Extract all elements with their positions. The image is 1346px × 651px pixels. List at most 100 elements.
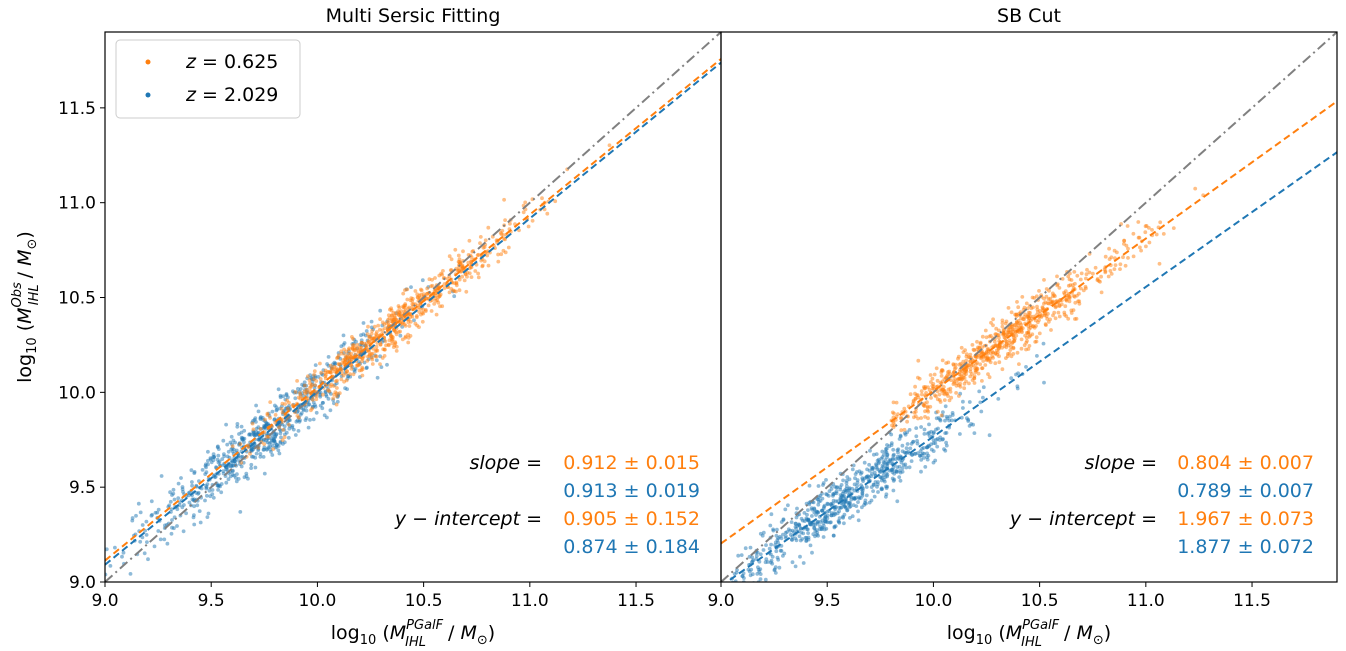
point <box>1087 270 1092 275</box>
point <box>263 424 267 429</box>
point <box>1035 354 1039 358</box>
point <box>806 508 810 512</box>
point <box>946 360 951 365</box>
point <box>871 489 875 493</box>
point <box>232 447 236 452</box>
point <box>916 416 920 421</box>
point <box>920 392 924 397</box>
point <box>171 487 176 492</box>
point <box>530 218 535 223</box>
point <box>937 392 942 397</box>
point <box>774 549 779 554</box>
point <box>128 572 133 576</box>
point <box>264 420 269 425</box>
point <box>361 332 366 337</box>
point <box>1044 314 1049 319</box>
right-x-tick-label: 11.5 <box>1233 591 1271 611</box>
point <box>1025 339 1029 343</box>
point <box>931 449 936 453</box>
point <box>891 453 896 458</box>
point <box>952 379 957 383</box>
point <box>394 330 398 334</box>
point <box>816 484 821 488</box>
point <box>225 442 230 447</box>
point <box>440 272 445 277</box>
point <box>469 275 474 279</box>
point <box>856 518 861 523</box>
legend: z = 0.625 z = 2.029 <box>115 39 301 119</box>
point <box>841 515 845 520</box>
point <box>478 241 482 246</box>
point <box>408 311 413 316</box>
point <box>136 501 141 506</box>
point <box>822 504 826 509</box>
point <box>1053 294 1057 298</box>
right-x-tick-label: 10.0 <box>914 591 952 611</box>
point <box>108 564 113 568</box>
point <box>981 395 985 400</box>
point <box>388 307 392 312</box>
point <box>984 350 989 354</box>
point <box>835 485 840 489</box>
point <box>341 373 346 378</box>
point <box>496 252 500 257</box>
point <box>1059 302 1064 307</box>
point <box>898 478 903 483</box>
point <box>860 505 864 510</box>
point <box>303 418 308 422</box>
point <box>940 358 945 363</box>
point <box>1015 300 1019 304</box>
point <box>769 552 773 557</box>
point <box>279 407 284 411</box>
point <box>922 451 926 456</box>
y-axis-label: log10 (MObs IHL / M⊙) <box>10 231 42 383</box>
point <box>1025 315 1030 320</box>
point <box>1063 304 1068 309</box>
point <box>892 423 897 428</box>
point <box>850 486 855 491</box>
point <box>203 498 207 503</box>
point <box>276 448 281 453</box>
point <box>961 399 965 404</box>
point <box>1066 316 1071 321</box>
point <box>1030 295 1035 300</box>
point <box>1028 323 1033 328</box>
point <box>972 431 977 435</box>
point <box>1046 297 1051 302</box>
point <box>925 400 929 405</box>
point <box>987 433 992 438</box>
point <box>521 210 526 215</box>
point <box>200 468 205 472</box>
point <box>782 551 787 556</box>
point <box>967 381 971 386</box>
point <box>332 360 337 365</box>
point <box>386 313 391 318</box>
point <box>997 360 1002 365</box>
point <box>356 363 360 368</box>
point <box>935 444 940 449</box>
point <box>423 308 428 312</box>
point <box>944 440 948 445</box>
point <box>1009 310 1014 315</box>
point <box>311 417 316 422</box>
point <box>863 498 868 503</box>
left-fit-line-z2029 <box>105 61 721 566</box>
point <box>144 533 149 537</box>
point <box>282 435 287 440</box>
point <box>1042 380 1046 385</box>
point <box>226 449 231 454</box>
point <box>208 456 213 461</box>
point <box>275 442 279 447</box>
point <box>958 384 963 389</box>
point <box>972 374 977 379</box>
point <box>758 552 763 557</box>
point <box>1022 343 1027 348</box>
point <box>293 433 298 437</box>
point <box>876 490 880 494</box>
point <box>975 355 980 360</box>
point <box>884 462 889 466</box>
point <box>750 572 755 577</box>
point <box>758 572 763 576</box>
point <box>839 483 844 487</box>
